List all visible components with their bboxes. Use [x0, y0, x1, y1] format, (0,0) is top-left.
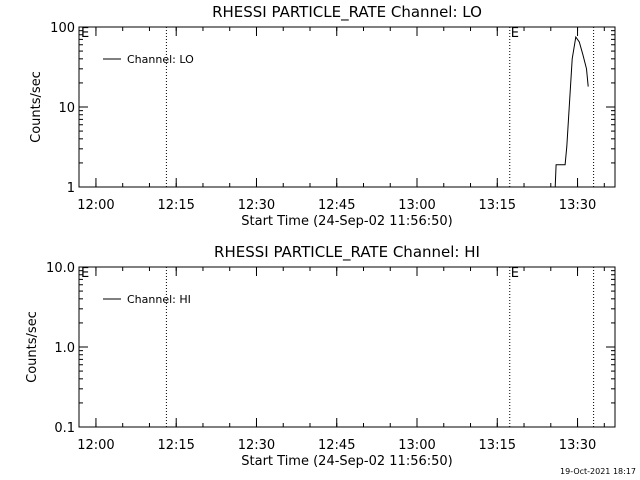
footer-timestamp: 19-Oct-2021 18:17 [560, 467, 636, 476]
x-tick-label: 12:30 [238, 198, 275, 213]
panel-hi-x-axis-label: Start Time (24-Sep-02 11:56:50) [241, 454, 452, 469]
panel-lo-y-tick-labels: 1 10 100 [50, 21, 75, 196]
x-tick-label: 12:00 [77, 198, 114, 213]
y-tick-label: 1.0 [54, 341, 75, 356]
panel-hi-markers: E [165, 266, 595, 427]
panel-hi-legend: Channel: HI [103, 293, 191, 306]
legend-label: Channel: LO [127, 53, 194, 66]
panel-hi-title: RHESSI PARTICLE_RATE Channel: HI [214, 243, 480, 262]
y-tick-label: 100 [50, 21, 75, 36]
panel-lo-y-ticks [79, 26, 615, 188]
panel-lo-corner-label: E [81, 26, 89, 41]
panel-lo-markers: E [165, 26, 595, 187]
event-marker-label: E [511, 26, 519, 41]
x-tick-label: 12:00 [77, 438, 114, 453]
panel-hi-corner-label: E [81, 266, 89, 281]
panel-lo-x-axis-label: Start Time (24-Sep-02 11:56:50) [241, 214, 452, 229]
x-tick-label: 12:15 [157, 438, 194, 453]
y-tick-label: 0.1 [54, 421, 75, 436]
panel-hi-x-tick-labels: 12:00 12:15 12:30 12:45 13:00 13:15 13:3… [77, 438, 596, 453]
panel-hi: RHESSI PARTICLE_RATE Channel: HI 12:00 1… [25, 243, 616, 469]
x-tick-label: 13:30 [559, 438, 596, 453]
y-tick-label: 1 [67, 181, 75, 196]
x-tick-label: 13:00 [398, 438, 435, 453]
panel-lo-y-axis-label: Counts/sec [29, 71, 44, 143]
panel-hi-x-ticks [95, 267, 605, 427]
event-marker-label: E [511, 266, 519, 281]
y-tick-label: 10 [58, 101, 75, 116]
panel-hi-y-axis-label: Counts/sec [25, 311, 40, 383]
x-tick-label: 13:30 [559, 198, 596, 213]
x-tick-label: 12:15 [157, 198, 194, 213]
x-tick-label: 12:30 [238, 438, 275, 453]
x-tick-label: 12:45 [318, 438, 355, 453]
panel-hi-y-tick-labels: 0.1 1.0 10.0 [46, 261, 75, 436]
legend-label: Channel: HI [127, 293, 191, 306]
panel-lo: RHESSI PARTICLE_RATE Channel: LO 12:00 1… [29, 3, 616, 229]
panel-lo-legend: Channel: LO [103, 53, 194, 66]
x-tick-label: 13:00 [398, 198, 435, 213]
panel-lo-title: RHESSI PARTICLE_RATE Channel: LO [212, 3, 482, 22]
x-tick-label: 13:15 [479, 438, 516, 453]
x-tick-label: 13:15 [479, 198, 516, 213]
x-tick-label: 12:45 [318, 198, 355, 213]
panel-lo-x-ticks [95, 27, 605, 187]
panel-lo-x-tick-labels: 12:00 12:15 12:30 12:45 13:00 13:15 13:3… [77, 198, 596, 213]
y-tick-label: 10.0 [46, 261, 75, 276]
series-line-channel-lo [554, 35, 589, 188]
panel-hi-y-ticks [79, 266, 615, 428]
